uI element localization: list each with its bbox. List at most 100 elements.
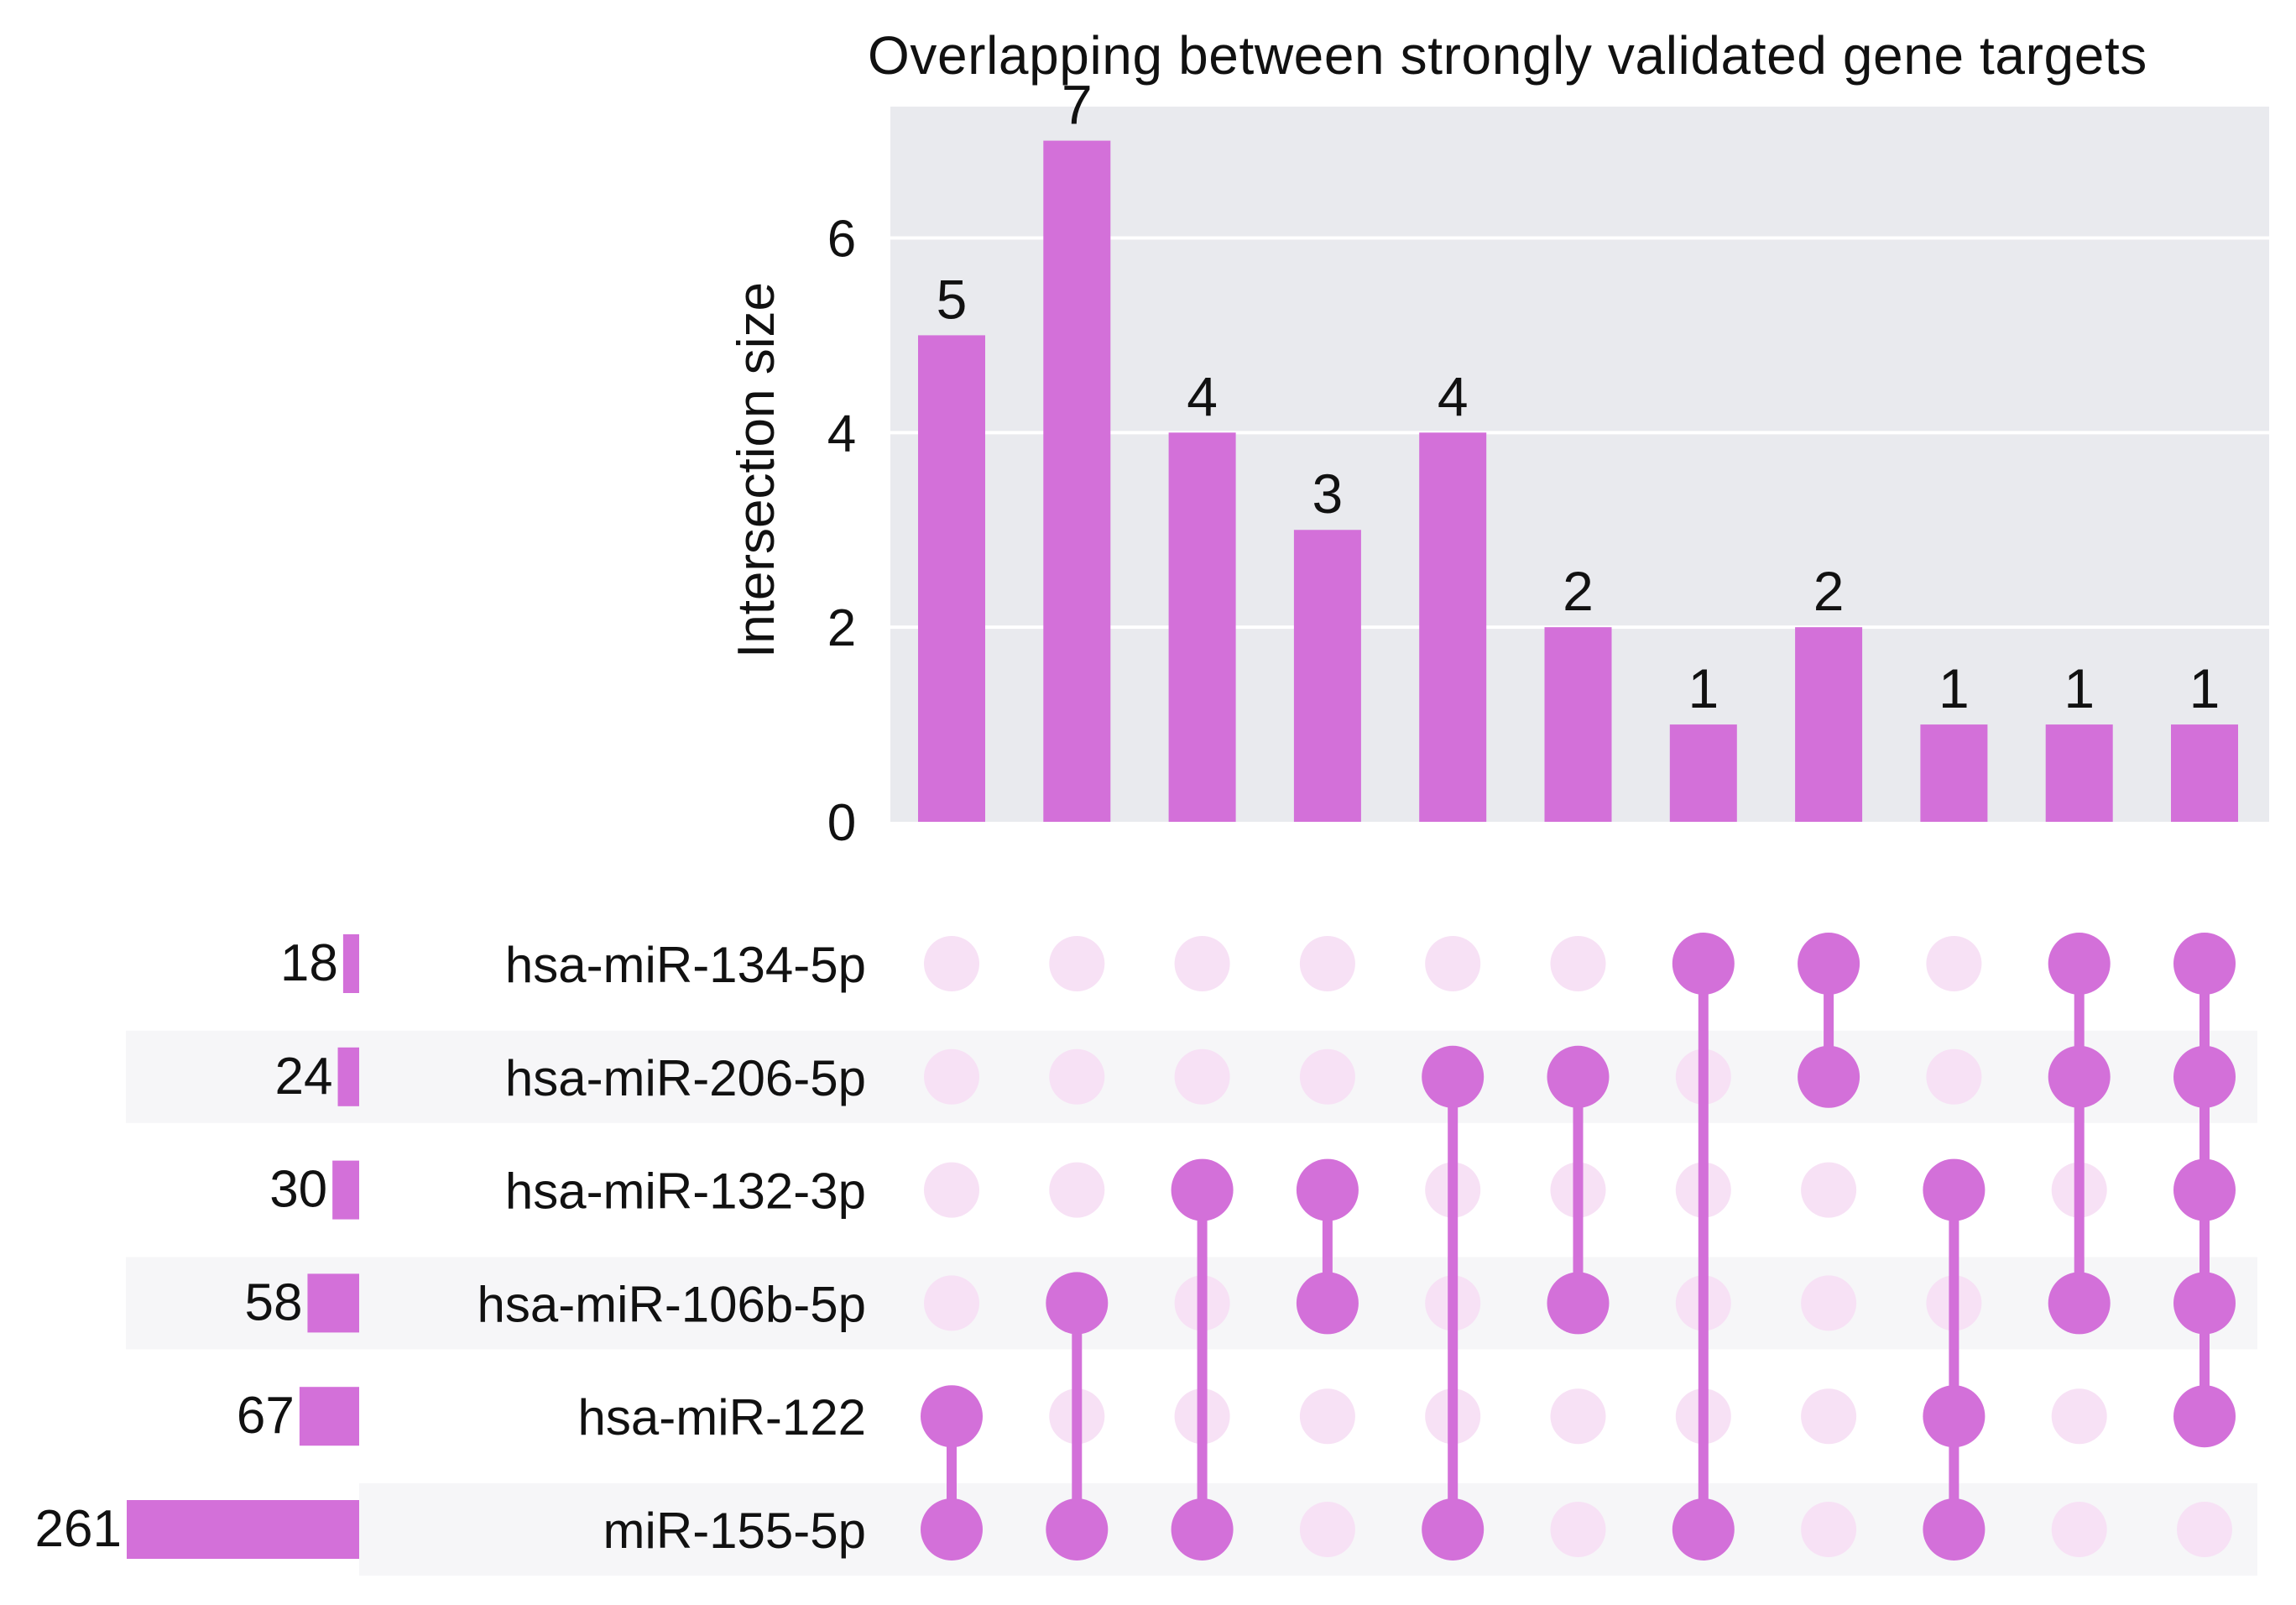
matrix-dot-active (921, 1385, 983, 1448)
chart-title: Overlapping between strongly validated g… (868, 25, 2147, 86)
matrix-dot-inactive (2051, 1502, 2107, 1557)
matrix-dot-inactive (1801, 1162, 1857, 1218)
intersection-value-label: 1 (2189, 657, 2220, 719)
intersection-bar (1043, 140, 1111, 823)
intersection-value-label: 1 (1688, 657, 1719, 719)
intersection-value-label: 4 (1438, 365, 1469, 427)
matrix-dot-inactive (1550, 1388, 1606, 1445)
y-tick-label: 6 (827, 210, 856, 268)
matrix-dot-active (1046, 1272, 1109, 1335)
matrix-dot-inactive (1299, 936, 1355, 991)
matrix-dot-inactive (1926, 1048, 1982, 1105)
matrix-dot-active (1422, 1045, 1485, 1108)
set-name-label: hsa-miR-206-5p (505, 1050, 866, 1106)
matrix-dot-active (1547, 1272, 1610, 1335)
matrix-dot-inactive (1049, 1048, 1105, 1105)
set-name-label: hsa-miR-134-5p (505, 937, 866, 993)
matrix-dot-inactive (924, 1162, 979, 1218)
intersection-bar (1419, 432, 1487, 822)
intersection-value-label: 1 (2064, 657, 2095, 719)
y-axis-ticks: 0 2 4 6 (827, 210, 856, 852)
set-size-bar (127, 1500, 359, 1559)
matrix-dot-active (1296, 1158, 1359, 1221)
intersection-bar (1293, 530, 1361, 822)
matrix-dot-active (1171, 1158, 1234, 1221)
matrix-dot-inactive (924, 936, 979, 991)
set-name-label: miR-155-5p (603, 1503, 866, 1559)
matrix-dot-inactive (1174, 1048, 1230, 1105)
intersection-bar (1669, 724, 1737, 822)
y-tick-label: 2 (827, 599, 856, 657)
matrix-dot-inactive (1550, 1502, 1606, 1557)
matrix-dot-active (1798, 933, 1860, 995)
intersection-value-label: 5 (937, 268, 968, 330)
matrix-dot-active (2048, 1045, 2111, 1108)
intersection-bar (1544, 627, 1612, 822)
intersection-bar (1920, 724, 1988, 822)
y-axis-label: Intersection size (728, 282, 785, 658)
matrix-dot-active (921, 1498, 983, 1561)
set-size-labels: 18 24 30 58 67 261 (35, 934, 338, 1558)
matrix-dot-active (1798, 1045, 1860, 1108)
matrix-dot-inactive (1926, 936, 1982, 991)
intersection-bar (2171, 724, 2238, 822)
matrix-dot-inactive (1425, 936, 1481, 991)
matrix-dot-active (1923, 1158, 1986, 1221)
matrix-dot-inactive (2051, 1388, 2107, 1445)
matrix-dot-active (1046, 1498, 1109, 1561)
set-size-label: 24 (275, 1048, 333, 1106)
matrix-dot-active (1171, 1498, 1234, 1561)
matrix-dot-active (2173, 1272, 2236, 1335)
intersection-value-label: 7 (1062, 74, 1093, 136)
matrix-dot-inactive (1049, 936, 1105, 991)
matrix-dot-inactive (1801, 1388, 1857, 1445)
matrix-dot-inactive (1299, 1502, 1355, 1557)
set-size-label: 58 (244, 1273, 302, 1331)
intersection-value-labels: 5 7 4 3 4 2 1 2 1 1 1 (937, 74, 2220, 720)
matrix-dot-active (2048, 1272, 2111, 1335)
set-size-label: 30 (269, 1161, 327, 1219)
set-name-label: hsa-miR-106b-5p (477, 1276, 866, 1332)
set-size-bar (332, 1160, 359, 1220)
matrix-dot-inactive (924, 1048, 979, 1105)
matrix-dot-active (1547, 1045, 1610, 1108)
matrix-dot-active (2173, 933, 2236, 995)
matrix-dot-inactive (1049, 1162, 1105, 1218)
intersection-value-label: 1 (1939, 657, 1970, 719)
intersection-bar (1795, 627, 1863, 822)
set-name-label: hsa-miR-132-3p (505, 1163, 866, 1220)
intersection-bars (918, 140, 2238, 823)
matrix-dot-active (2173, 1045, 2236, 1108)
intersection-bar (1168, 432, 1236, 822)
matrix-dot-inactive (1801, 1502, 1857, 1557)
matrix-dot-inactive (1550, 936, 1606, 991)
set-size-bars (127, 934, 359, 1559)
set-size-bar (307, 1273, 359, 1333)
matrix-dot-inactive (1801, 1275, 1857, 1331)
set-size-bar (299, 1387, 359, 1446)
matrix-dot-active (2048, 933, 2111, 995)
intersection-value-label: 4 (1187, 365, 1218, 427)
intersection-value-label: 2 (1563, 560, 1594, 622)
matrix-dot-active (1923, 1385, 1986, 1448)
intersection-matrix (921, 933, 2236, 1561)
matrix-dot-inactive (924, 1275, 979, 1331)
matrix-dot-inactive (1174, 936, 1230, 991)
matrix-dot-inactive (1299, 1048, 1355, 1105)
set-size-bar (342, 934, 359, 993)
matrix-dot-active (1422, 1498, 1485, 1561)
matrix-dot-active (2173, 1385, 2236, 1448)
y-tick-label: 4 (827, 405, 856, 463)
matrix-dot-inactive (2177, 1502, 2232, 1557)
matrix-dot-active (2173, 1158, 2236, 1221)
intersection-bar (2045, 724, 2113, 822)
intersection-bar (918, 335, 985, 822)
set-name-label: hsa-miR-122 (578, 1389, 866, 1446)
set-name-labels: hsa-miR-134-5p hsa-miR-206-5p hsa-miR-132-… (477, 937, 866, 1559)
matrix-dot-active (1296, 1272, 1359, 1335)
set-size-label: 67 (237, 1387, 295, 1445)
matrix-dot-inactive (1299, 1388, 1355, 1445)
matrix-dot-active (1923, 1498, 1986, 1561)
y-tick-label: 0 (827, 794, 856, 852)
set-size-bar (337, 1047, 359, 1106)
